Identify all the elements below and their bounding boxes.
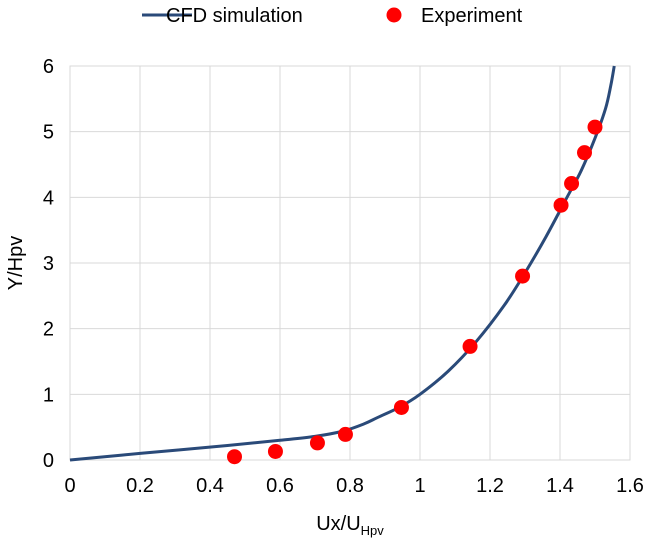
- data-point-experiment: [462, 338, 478, 354]
- y-tick-label: 5: [43, 122, 54, 144]
- x-tick-label: 1: [414, 475, 425, 497]
- x-axis-title-main: Ux/U: [316, 513, 360, 535]
- y-axis-title: Y/Hpv: [5, 236, 27, 290]
- data-point-experiment: [577, 145, 592, 161]
- data-point-experiment: [587, 119, 603, 135]
- data-point-experiment: [337, 426, 353, 442]
- x-axis-title-subscript: Hpv: [361, 523, 385, 538]
- legend-label-experiment: Experiment: [421, 5, 523, 27]
- x-tick-label: 0.4: [196, 475, 224, 497]
- x-tick-label: 1.4: [546, 475, 574, 497]
- data-point-experiment: [309, 435, 325, 451]
- y-tick-label: 6: [43, 56, 54, 78]
- series-experiment-points: [227, 119, 603, 465]
- x-tick-label: 1.6: [616, 475, 644, 497]
- x-axis-title: Ux/UHpv: [316, 513, 384, 538]
- x-tick-label: 1.2: [476, 475, 504, 497]
- data-point-experiment: [515, 268, 531, 284]
- data-point-experiment: [227, 449, 242, 465]
- x-tick-label: 0.6: [266, 475, 294, 497]
- legend-swatch-dot: [386, 7, 402, 23]
- y-tick-label: 1: [43, 384, 54, 406]
- data-point-experiment: [267, 443, 283, 459]
- x-tick-label: 0.2: [126, 475, 154, 497]
- x-tick-label: 0: [64, 475, 75, 497]
- grid: [69, 65, 631, 461]
- data-point-experiment: [564, 176, 580, 192]
- y-axis-ticks: 0 1 2 3 4 5 6: [43, 56, 54, 472]
- y-tick-label: 3: [43, 253, 54, 275]
- y-tick-label: 0: [43, 450, 54, 472]
- legend-label-cfd-simulation: CFD simulation: [166, 5, 303, 27]
- x-tick-label: 0.8: [336, 475, 364, 497]
- legend: CFD simulation Experiment: [142, 5, 523, 27]
- x-axis-ticks: 0 0.2 0.4 0.6 0.8 1 1.2 1.4 1.6: [64, 475, 643, 497]
- data-point-experiment: [553, 197, 569, 213]
- y-tick-label: 4: [43, 187, 54, 209]
- y-tick-label: 2: [43, 319, 54, 341]
- plot-border: [69, 65, 631, 461]
- data-point-experiment: [393, 399, 409, 415]
